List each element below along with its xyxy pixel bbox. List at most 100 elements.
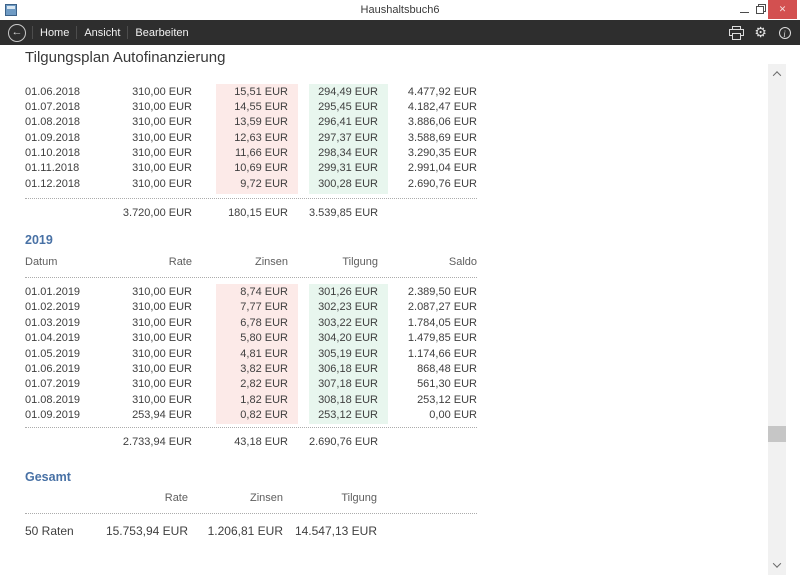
gesamt-rate: 15.753,94 EUR [105,524,188,538]
gesamt-zinsen: 1.206,81 EUR [207,524,283,538]
cell-zinsen: 2,82 EUR [240,378,288,391]
cell-datum: 01.07.2018 [25,100,81,113]
table-2019-header: Datum Rate Zinsen Tilgung Saldo [25,255,477,270]
cell-zinsen: 6,78 EUR [240,316,288,329]
cell-tilgung: 296,41 EUR [318,116,378,129]
total-zinsen: 180,15 EUR [228,206,288,219]
gesamt-count: 50 Raten [25,524,74,538]
cell-tilgung: 303,22 EUR [318,316,378,329]
cell-saldo: 2.690,76 EUR [407,177,477,190]
table-row: 01.06.2018 310,00 EUR 15,51 EUR 294,49 E… [25,85,477,100]
cell-rate: 253,94 EUR [132,409,192,422]
gesamt-tilgung: 14.547,13 EUR [294,524,377,538]
cell-rate: 310,00 EUR [132,85,192,98]
total-rate: 2.733,94 EUR [122,435,192,448]
cell-rate: 310,00 EUR [132,162,192,175]
cell-zinsen: 14,55 EUR [234,100,288,113]
cell-datum: 01.05.2019 [25,347,81,360]
table-row: 01.01.2019 310,00 EUR 8,74 EUR 301,26 EU… [25,285,477,300]
totals-2019: 2.733,94 EUR 43,18 EUR 2.690,76 EUR [25,435,477,450]
close-button[interactable]: ✕ [768,0,797,19]
menu-separator [127,26,129,39]
menu-separator [32,26,33,39]
cell-datum: 01.09.2019 [25,409,81,422]
cell-datum: 01.06.2018 [25,85,81,98]
cell-tilgung: 295,45 EUR [318,100,378,113]
scroll-down-button[interactable] [768,557,786,573]
cell-rate: 310,00 EUR [132,332,192,345]
cell-zinsen: 0,82 EUR [240,409,288,422]
printer-icon [729,25,744,40]
separator-line [25,198,477,199]
cell-rate: 310,00 EUR [132,100,192,113]
cell-tilgung: 297,37 EUR [318,131,378,144]
separator-line [25,513,477,514]
tilgung-highlight-2018 [309,84,388,194]
info-button[interactable]: i [777,25,792,40]
cell-zinsen: 10,69 EUR [234,162,288,175]
cell-saldo: 2.087,27 EUR [407,301,477,314]
cell-saldo: 0,00 EUR [429,409,477,422]
app-icon[interactable] [5,4,17,16]
print-button[interactable] [729,25,744,40]
header-rate: Rate [164,492,188,504]
cell-tilgung: 253,12 EUR [318,409,378,422]
chevron-up-icon [772,71,782,80]
separator-line [25,277,477,278]
cell-rate: 310,00 EUR [132,177,192,190]
cell-tilgung: 298,34 EUR [318,147,378,160]
header-rate: Rate [168,255,192,268]
scroll-up-button[interactable] [768,66,786,82]
cell-tilgung: 300,28 EUR [318,177,378,190]
scrollbar-thumb[interactable] [768,426,786,442]
minimize-icon [740,12,749,13]
maximize-button[interactable] [754,0,768,19]
header-tilgung: Tilgung [342,255,378,268]
cell-datum: 01.01.2019 [25,286,81,298]
gesamt-row: 50 Raten 15.753,94 EUR 1.206,81 EUR 14.5… [25,523,477,539]
cell-datum: 01.11.2018 [25,162,80,175]
cell-saldo: 3.588,69 EUR [407,131,477,144]
settings-button[interactable]: ⚙ [753,25,768,40]
cell-tilgung: 299,31 EUR [318,162,378,175]
header-saldo: Saldo [448,255,477,268]
cell-saldo: 2.389,50 EUR [407,286,477,298]
cell-datum: 01.04.2019 [25,332,81,345]
info-icon: i [778,26,791,39]
cell-datum: 01.02.2019 [25,301,81,314]
gesamt-header: Rate Zinsen Tilgung [25,490,477,506]
table-row: 01.04.2019 310,00 EUR 5,80 EUR 304,20 EU… [25,331,477,346]
cell-datum: 01.12.2018 [25,177,81,190]
table-row: 01.08.2018 310,00 EUR 13,59 EUR 296,41 E… [25,115,477,130]
cell-saldo: 561,30 EUR [417,378,477,391]
menu-item-home[interactable]: Home [40,26,70,39]
vertical-scrollbar[interactable] [768,64,786,575]
table-2018-rows: 01.06.2018 310,00 EUR 15,51 EUR 294,49 E… [25,85,477,193]
cell-rate: 310,00 EUR [132,147,192,160]
cell-datum: 01.08.2019 [25,393,81,406]
menu-item-bearbeiten[interactable]: Bearbeiten [135,26,189,39]
cell-zinsen: 11,66 EUR [235,147,288,160]
menu-separator [76,26,78,39]
cell-saldo: 3.886,06 EUR [407,116,477,129]
cell-saldo: 868,48 EUR [417,362,477,375]
back-button[interactable]: ← [8,23,26,42]
table-row: 01.06.2019 310,00 EUR 3,82 EUR 306,18 EU… [25,362,477,377]
window-title: Haushaltsbuch6 [360,4,440,16]
cell-zinsen: 7,77 EUR [240,301,288,314]
cell-saldo: 2.991,04 EUR [407,162,477,175]
total-tilgung: 2.690,76 EUR [309,435,379,448]
cell-rate: 310,00 EUR [132,393,192,406]
cell-rate: 310,00 EUR [132,116,192,129]
cell-rate: 310,00 EUR [132,362,192,375]
cell-zinsen: 12,63 EUR [234,131,288,144]
cell-zinsen: 5,80 EUR [240,332,288,345]
table-row: 01.08.2019 310,00 EUR 1,82 EUR 308,18 EU… [25,393,477,408]
table-row: 01.05.2019 310,00 EUR 4,81 EUR 305,19 EU… [25,347,477,362]
table-row: 01.10.2018 310,00 EUR 11,66 EUR 298,34 E… [25,146,477,161]
menu-item-ansicht[interactable]: Ansicht [84,26,121,39]
cell-tilgung: 302,23 EUR [318,301,378,314]
total-tilgung: 3.539,85 EUR [309,206,379,219]
cell-saldo: 1.479,85 EUR [407,332,477,345]
minimize-button[interactable] [738,0,752,19]
